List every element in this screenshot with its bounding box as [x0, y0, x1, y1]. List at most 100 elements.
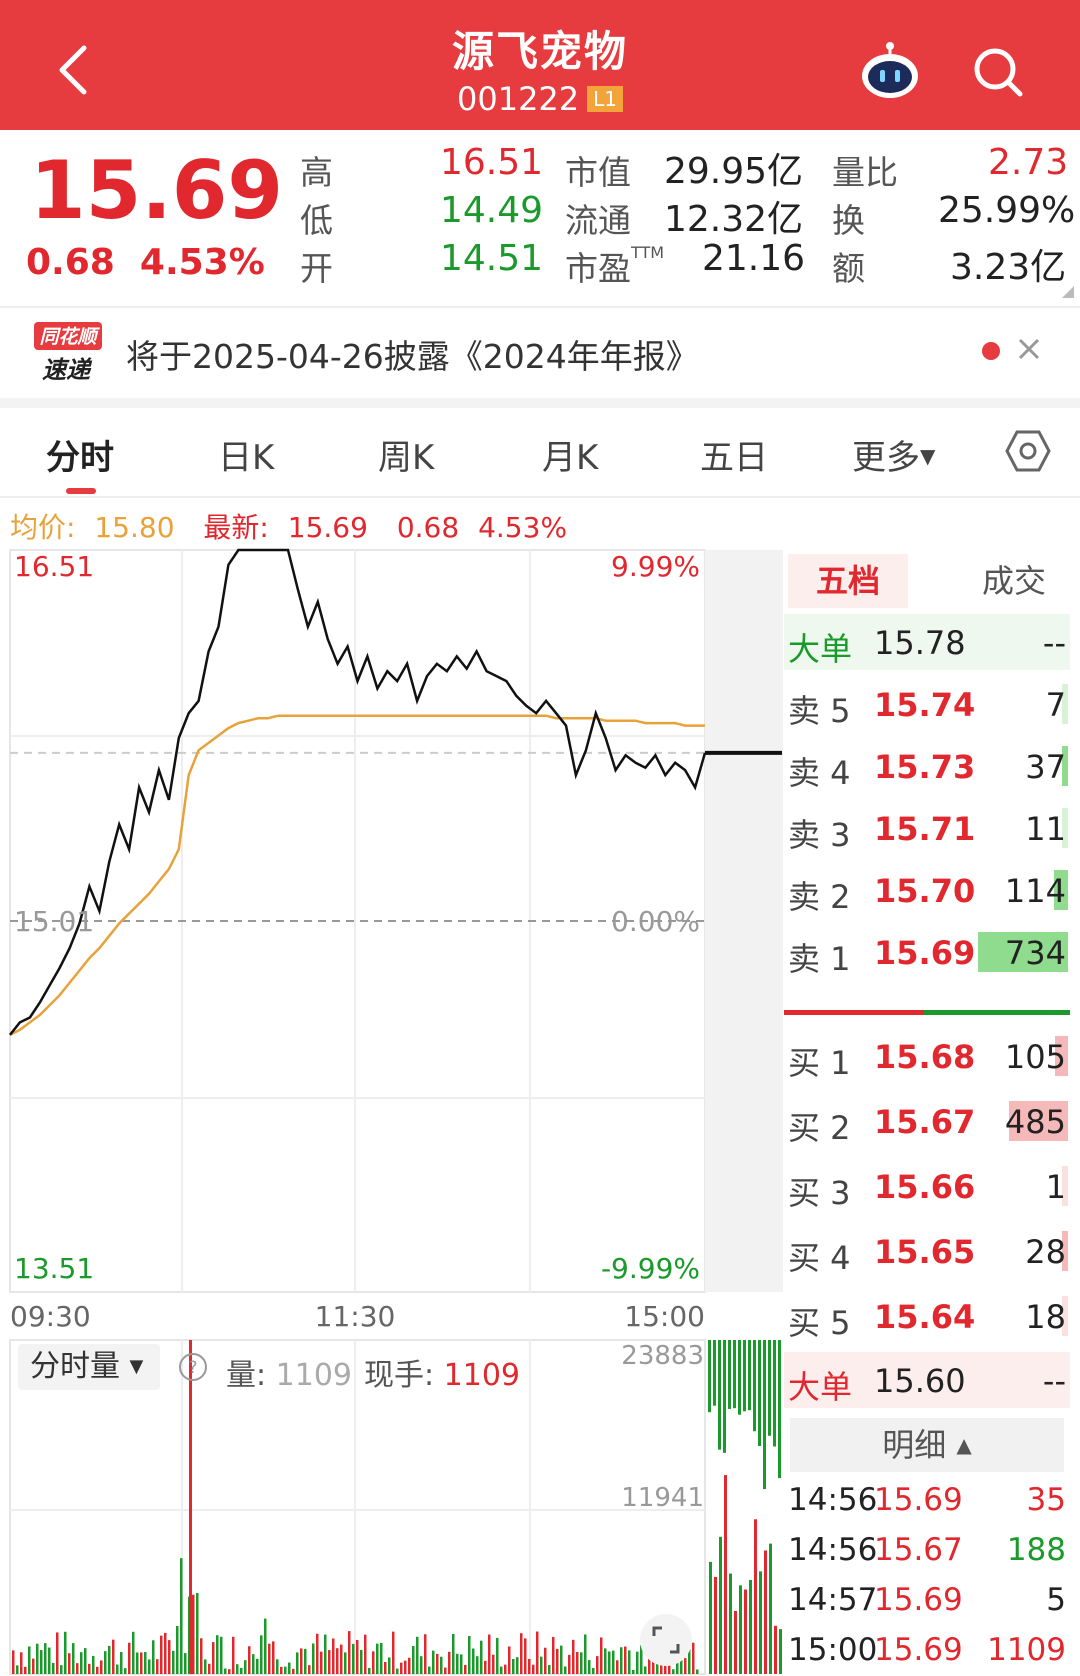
level-label: 卖 3	[788, 816, 851, 854]
amount-label: 额	[832, 249, 865, 288]
trade-volume: 188	[1006, 1532, 1066, 1568]
volume-bar	[276, 1659, 279, 1674]
svg-text:?: ?	[188, 1358, 197, 1378]
level-volume: 37	[1025, 748, 1066, 786]
avg-value: 15.80	[94, 511, 175, 544]
hand-label-text: 现手:	[364, 1358, 435, 1393]
volume-bar	[384, 1661, 387, 1674]
volume-bar	[272, 1641, 275, 1674]
tab-daily-k[interactable]: 日K	[218, 438, 275, 478]
volume-bar	[332, 1638, 335, 1674]
vol-value: 1109	[275, 1358, 353, 1393]
buy-level-row[interactable]: 买 2 15.67 485	[784, 1093, 1070, 1149]
volume-bar	[380, 1642, 383, 1674]
volume-bar	[672, 1669, 675, 1674]
closing-volume-bar	[734, 1610, 737, 1674]
after-hours-volume-bar	[718, 1340, 721, 1450]
sell-level-row[interactable]: 卖 3 15.71 11	[784, 800, 1070, 856]
tab-five-day[interactable]: 五日	[700, 438, 768, 478]
close-icon[interactable]	[1014, 334, 1044, 364]
chart-tabs: 分时 日K 周K 月K 五日 更多▼	[0, 410, 1080, 496]
quote-panel: 15.69 0.68 4.53% 高 16.51 低 14.49 开 14.51…	[0, 130, 1080, 306]
level-label: 卖 4	[788, 754, 851, 792]
level-label: 买 3	[788, 1174, 851, 1212]
volume-bar	[536, 1631, 539, 1674]
volume-bar	[164, 1632, 167, 1674]
high-value: 16.51	[440, 142, 544, 183]
sell-level-row[interactable]: 卖 5 15.74 7	[784, 676, 1070, 732]
volume-bar	[356, 1639, 359, 1674]
sell-level-row[interactable]: 卖 1 15.69 734	[784, 924, 1070, 980]
volume-bar	[124, 1668, 127, 1674]
notice-bar[interactable]: 同花顺 速递 将于2025-04-26披露《2024年年报》	[0, 308, 1080, 398]
volume-bar	[416, 1636, 419, 1674]
volume-bar	[1062, 746, 1068, 786]
buy-level-row[interactable]: 买 4 15.65 28	[784, 1223, 1070, 1279]
robot-assistant-icon[interactable]	[858, 40, 922, 100]
big-sell-order: 大单 15.78 --	[784, 614, 1070, 670]
buy-level-row[interactable]: 买 3 15.66 1	[784, 1158, 1070, 1214]
dropdown-arrow-icon: ▼	[920, 444, 936, 468]
volume-bar	[24, 1666, 27, 1674]
after-hours-volume-bar	[763, 1340, 766, 1490]
volume-bar	[424, 1634, 427, 1674]
back-arrow-icon[interactable]	[52, 42, 94, 98]
level-label: 买 1	[788, 1044, 851, 1082]
after-hours-volume-bar	[748, 1340, 751, 1411]
volume-bar	[460, 1654, 463, 1674]
level-volume: 485	[1004, 1103, 1066, 1141]
volume-bar	[488, 1634, 491, 1674]
volume-bar	[540, 1656, 543, 1674]
tab-trades[interactable]: 成交	[981, 562, 1046, 600]
after-hours-volume-bar	[728, 1340, 731, 1409]
tab-weekly-k[interactable]: 周K	[378, 438, 435, 478]
volume-bar	[1062, 684, 1068, 724]
detail-toggle[interactable]: 明细 ▲	[790, 1418, 1064, 1472]
volume-bar	[44, 1643, 47, 1674]
volume-bar	[508, 1646, 511, 1674]
active-tab-indicator	[66, 488, 96, 494]
volume-bar	[588, 1660, 591, 1674]
sell-level-row[interactable]: 卖 4 15.73 37	[784, 738, 1070, 794]
buy-level-row[interactable]: 买 1 15.68 105	[784, 1028, 1070, 1084]
volume-bar	[284, 1666, 287, 1674]
after-hours-volume-bar	[708, 1340, 711, 1413]
fullscreen-icon[interactable]	[638, 1612, 694, 1668]
tab-five-levels[interactable]: 五档	[788, 554, 908, 608]
volume-bar	[28, 1646, 31, 1674]
level-price: 15.71	[874, 810, 976, 848]
after-hours-volume-bar	[758, 1340, 761, 1447]
volume-bar	[108, 1645, 111, 1674]
volume-bar	[476, 1656, 479, 1674]
corner-expand-icon[interactable]	[1062, 286, 1074, 298]
trade-row: 14:56 15.69 35	[786, 1476, 1070, 1526]
volume-bar	[420, 1656, 423, 1674]
volume-bar	[1009, 1101, 1068, 1141]
volume-bar	[624, 1646, 627, 1674]
level-price: 15.65	[874, 1233, 976, 1271]
ths-express-logo: 同花顺 速递	[34, 322, 102, 384]
volume-mode-select[interactable]: 分时量 ▼	[18, 1344, 160, 1390]
sell-level-row[interactable]: 卖 2 15.70 114	[784, 862, 1070, 918]
pe-label: 市盈TTM	[565, 242, 664, 290]
buy-level-row[interactable]: 买 5 15.64 18	[784, 1288, 1070, 1344]
closing-volume-bar	[744, 1589, 747, 1674]
summary-row: 均价: 15.80 最新: 15.69 0.68 4.53%	[10, 506, 577, 546]
trade-time: 14:56	[788, 1482, 878, 1518]
level-price: 15.74	[874, 686, 976, 724]
volume-bar	[1062, 1166, 1068, 1206]
notice-text[interactable]: 将于2025-04-26披露《2024年年报》	[126, 337, 699, 376]
trade-row: 14:57 15.69 5	[786, 1576, 1070, 1626]
tab-more[interactable]: 更多▼	[852, 430, 935, 479]
intraday-chart[interactable]: 16.51 15.01 13.51 9.99% 0.00% -9.99% 09:30 11:3…	[0, 540, 784, 1676]
volume-bar	[320, 1651, 323, 1674]
level-label: 卖 2	[788, 878, 851, 916]
after-hours-volume-bar	[723, 1340, 726, 1453]
tab-intraday[interactable]: 分时	[46, 438, 114, 478]
tab-monthly-k[interactable]: 月K	[542, 438, 599, 478]
help-icon[interactable]: ?	[178, 1352, 208, 1382]
volume-bar	[640, 1645, 643, 1674]
settings-icon[interactable]	[1005, 428, 1051, 474]
search-icon[interactable]	[970, 44, 1026, 100]
pe-label-text: 市盈	[565, 249, 631, 288]
